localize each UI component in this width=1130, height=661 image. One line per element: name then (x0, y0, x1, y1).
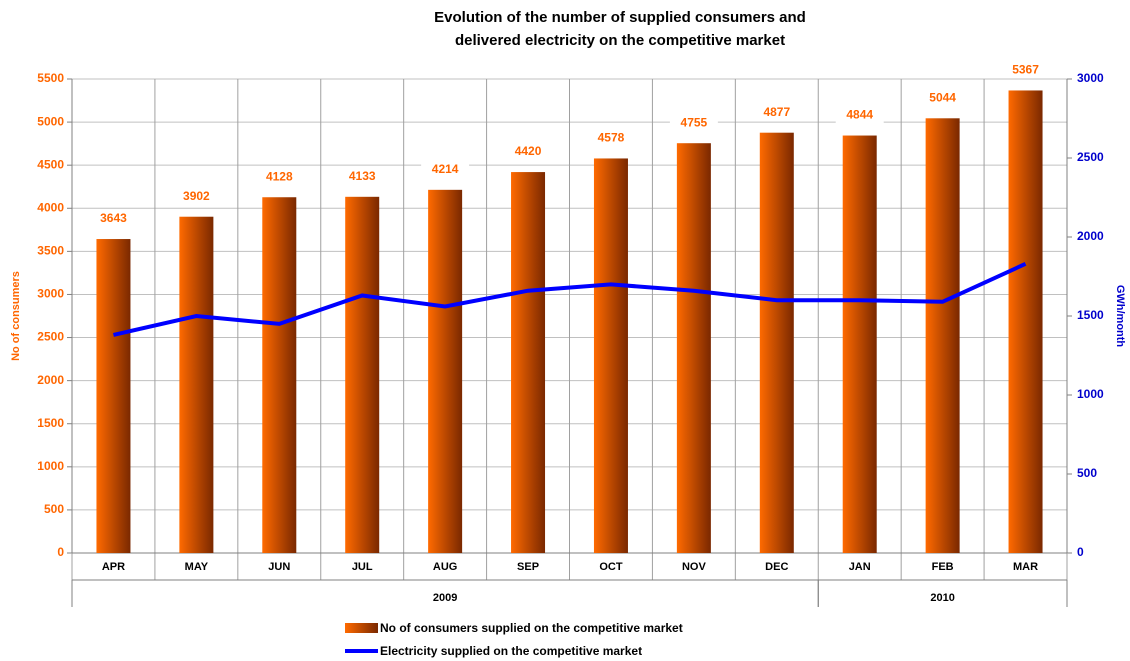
bar (1008, 90, 1043, 553)
y2-tick-label: 500 (1077, 466, 1097, 480)
y-tick-label: 1000 (37, 459, 64, 473)
chart-title: delivered electricity on the competitive… (455, 32, 785, 49)
x-tick-label: OCT (599, 561, 623, 573)
y-tick-label: 4000 (37, 200, 64, 214)
value-label-bg (172, 188, 221, 205)
y-tick-label: 5500 (37, 71, 64, 85)
y2-tick-label: 1000 (1077, 387, 1104, 401)
x-tick-label: MAY (185, 561, 209, 573)
y2-tick-label: 0 (1077, 545, 1084, 559)
bar (925, 118, 960, 553)
bar (262, 197, 297, 553)
value-label-bg (669, 115, 718, 132)
value-label-bg (421, 161, 470, 178)
value-label: 4420 (515, 144, 542, 158)
x-tick-label: APR (102, 561, 125, 573)
value-label: 4214 (432, 162, 459, 176)
y-tick-label: 2500 (37, 330, 64, 344)
x-tick-label: JAN (849, 561, 871, 573)
y2-tick-label: 2000 (1077, 229, 1104, 243)
value-label-bg (89, 211, 138, 228)
legend-label: Electricity supplied on the competitive … (380, 644, 642, 658)
y-tick-label: 4500 (37, 157, 64, 171)
group-label: 2009 (433, 592, 457, 604)
x-tick-label: FEB (932, 561, 954, 573)
value-label-bg (752, 104, 801, 121)
bar (345, 196, 380, 553)
y-tick-label: 500 (44, 502, 64, 516)
line (113, 262, 1027, 337)
y2-tick-label: 3000 (1077, 71, 1104, 85)
value-label: 5367 (1012, 63, 1039, 77)
x-tick-label: JUN (268, 561, 290, 573)
value-label-bg (504, 144, 553, 161)
value-label-bg (918, 90, 967, 107)
value-label: 5044 (929, 90, 956, 104)
x-tick-label: NOV (682, 561, 707, 573)
value-label: 4755 (681, 115, 708, 129)
y-axis-title: No of consumers (10, 271, 22, 361)
y2-tick-label: 1500 (1077, 308, 1104, 322)
value-label: 4128 (266, 169, 293, 183)
x-tick-label: AUG (433, 561, 457, 573)
bar (179, 216, 214, 553)
value-label-bg (586, 130, 635, 147)
bar (96, 239, 131, 553)
value-label-bg (835, 107, 884, 124)
x-tick-label: SEP (517, 561, 539, 573)
bar (676, 143, 711, 554)
x-tick-label: MAR (1013, 561, 1038, 573)
value-label-bg (1001, 62, 1050, 79)
chart-title: Evolution of the number of supplied cons… (434, 9, 806, 26)
group-label: 2010 (930, 592, 954, 604)
value-label: 4877 (763, 105, 790, 119)
y-tick-label: 1500 (37, 416, 64, 430)
value-label: 3643 (100, 211, 127, 225)
value-label: 4133 (349, 169, 376, 183)
y2-tick-label: 2500 (1077, 150, 1104, 164)
bar (593, 158, 628, 553)
y-tick-label: 5000 (37, 114, 64, 128)
value-label: 3902 (183, 189, 210, 203)
y-tick-label: 3500 (37, 244, 64, 258)
bar (511, 172, 546, 554)
y-tick-label: 3000 (37, 287, 64, 301)
legend-swatch (345, 623, 378, 633)
legend-label: No of consumers supplied on the competit… (380, 621, 683, 635)
value-label: 4844 (846, 108, 873, 122)
value-label: 4578 (598, 131, 625, 145)
value-label-bg (255, 169, 304, 186)
bar (428, 189, 463, 553)
bar (759, 132, 794, 553)
y-tick-label: 0 (57, 545, 64, 559)
x-tick-label: DEC (765, 561, 788, 573)
bar (842, 135, 877, 553)
x-tick-label: JUL (352, 561, 373, 573)
y-tick-label: 2000 (37, 373, 64, 387)
value-label-bg (338, 168, 387, 185)
y2-axis-title: GWh/month (1114, 285, 1126, 348)
